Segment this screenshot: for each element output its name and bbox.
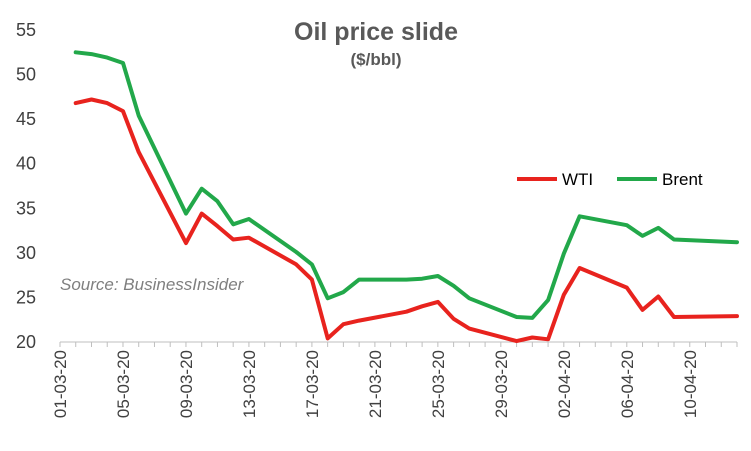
x-tick-label: 06-04-20 <box>618 350 637 418</box>
x-tick-label: 02-04-20 <box>555 350 574 418</box>
y-axis: 20 25 30 35 40 45 50 55 <box>16 20 36 352</box>
legend-label-wti: WTI <box>562 170 593 189</box>
y-tick-label: 25 <box>16 287 36 307</box>
x-axis: 01-03-20 05-03-20 09-03-20 13-03-20 17-03-20… <box>51 341 738 418</box>
y-tick-label: 30 <box>16 243 36 263</box>
legend: WTI Brent <box>517 170 703 189</box>
series-line-wti <box>73 97 739 344</box>
y-tick-label: 50 <box>16 65 36 85</box>
x-tick-label: 29-03-20 <box>492 350 511 418</box>
chart-title: Oil price slide <box>294 18 458 46</box>
y-tick-label: 35 <box>16 198 36 218</box>
x-tick-label: 13-03-20 <box>240 350 259 418</box>
x-tick-label: 21-03-20 <box>366 350 385 418</box>
x-tick-label: 05-03-20 <box>114 350 133 418</box>
y-tick-label: 55 <box>16 20 36 40</box>
chart-subtitle: ($/bbl) <box>351 50 402 69</box>
x-tick-label: 10-04-20 <box>681 350 700 418</box>
y-tick-label: 40 <box>16 154 36 174</box>
x-tick-label: 09-03-20 <box>177 350 196 418</box>
y-tick-label: 45 <box>16 109 36 129</box>
source-annotation: Source: BusinessInsider <box>60 275 245 294</box>
x-tick-label: 01-03-20 <box>51 350 70 418</box>
x-tick-label: 25-03-20 <box>429 350 448 418</box>
plot-area <box>73 50 739 344</box>
legend-label-brent: Brent <box>662 170 703 189</box>
series-line-brent <box>73 50 739 320</box>
y-tick-label: 20 <box>16 332 36 352</box>
x-tick-label: 17-03-20 <box>303 350 322 418</box>
